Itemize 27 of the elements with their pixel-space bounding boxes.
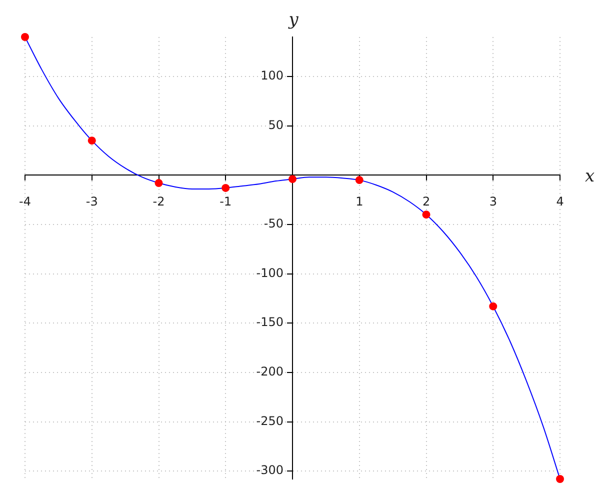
x-tick-label: -3 [86, 194, 98, 208]
y-tick-label: -50 [264, 216, 284, 231]
y-tick-label: -300 [256, 463, 284, 478]
point [288, 175, 296, 184]
point [21, 33, 29, 41]
x-tick-label: 4 [556, 194, 564, 208]
y-tick-label: -250 [256, 414, 284, 428]
y-tick-label: -200 [256, 364, 284, 379]
x-tick-label: 3 [489, 194, 497, 208]
point [88, 136, 96, 145]
point [222, 184, 230, 192]
x-tick-label: -2 [152, 194, 165, 208]
y-tick-label: 50 [268, 118, 284, 132]
point [154, 179, 163, 188]
y-tick-label: -100 [256, 266, 284, 280]
x-axis-title: x [585, 166, 595, 187]
y-tick-label: -150 [256, 315, 284, 330]
x-tick-label: -4 [19, 194, 31, 208]
point [422, 210, 430, 219]
point [355, 176, 364, 184]
x-tick-label: 2 [422, 194, 430, 208]
x-tick-label: 1 [356, 194, 364, 208]
x-tick-label: -1 [220, 194, 232, 208]
y-tick-label: 100 [260, 68, 284, 83]
y-axis-title: y [288, 10, 299, 30]
point [489, 302, 498, 310]
point [556, 475, 564, 483]
